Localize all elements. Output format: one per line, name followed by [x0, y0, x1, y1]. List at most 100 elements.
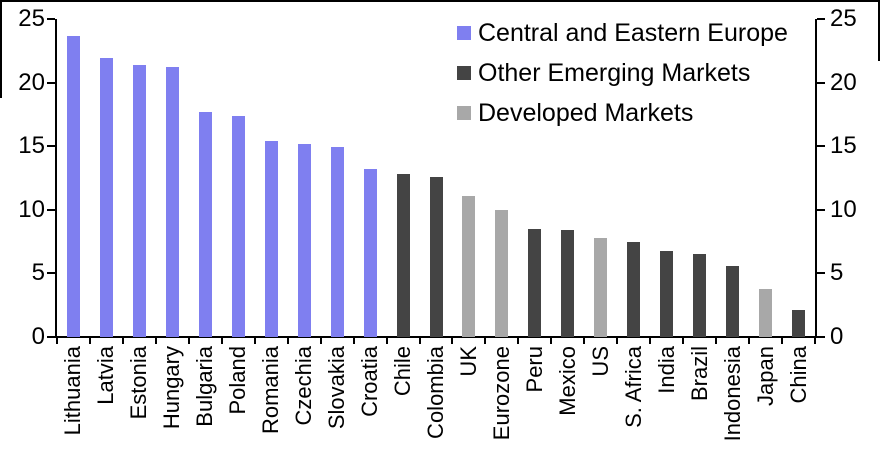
- x-label-latvia: Latvia: [93, 346, 119, 405]
- x-label-mexico: Mexico: [554, 346, 580, 416]
- y-label-right-25: 25: [830, 5, 857, 32]
- x-tick-4: [187, 337, 190, 344]
- legend-swatch-oem-icon: [457, 66, 471, 80]
- x-tick-7: [286, 337, 289, 344]
- x-label-poland: Poland: [225, 346, 251, 415]
- y-label-right-20: 20: [830, 68, 857, 96]
- bar-chile: [396, 174, 410, 337]
- frame-border-top: [0, 0, 880, 2]
- x-tick-6: [253, 337, 256, 344]
- x-label-indonesia: Indonesia: [719, 346, 745, 442]
- bar-eurozone: [495, 209, 509, 337]
- bar-s-africa: [627, 241, 641, 337]
- bar-slovakia: [330, 147, 344, 337]
- bar-estonia: [132, 64, 146, 337]
- legend-swatch-dm-icon: [457, 106, 471, 120]
- y-tick-right-10: [817, 208, 825, 211]
- bar-bulgaria: [198, 111, 212, 337]
- x-label-slovakia: Slovakia: [324, 346, 350, 430]
- bar-india: [660, 250, 674, 337]
- bar-czechia: [297, 143, 311, 337]
- x-label-estonia: Estonia: [126, 346, 152, 420]
- x-label-uk: UK: [455, 346, 481, 377]
- x-label-croatia: Croatia: [357, 346, 383, 417]
- y-label-left-0: 0: [31, 323, 45, 350]
- x-tick-13: [484, 337, 487, 344]
- y-tick-left-20: [47, 81, 55, 84]
- y-label-left-20: 20: [18, 68, 45, 96]
- x-label-s-africa: S. Africa: [620, 346, 646, 428]
- bar-uk: [462, 195, 476, 337]
- y-label-left-15: 15: [18, 132, 45, 160]
- y-tick-left-0: [47, 336, 55, 338]
- bar-latvia: [99, 58, 113, 337]
- x-tick-10: [385, 337, 388, 344]
- x-label-czechia: Czechia: [291, 346, 317, 426]
- x-tick-12: [451, 337, 454, 344]
- bar-colombia: [429, 176, 443, 337]
- y-tick-left-10: [47, 208, 55, 211]
- x-tick-0: [56, 337, 58, 344]
- x-label-chile: Chile: [390, 346, 416, 397]
- x-tick-11: [418, 337, 421, 344]
- y-tick-left-25: [47, 18, 55, 20]
- x-tick-14: [517, 337, 520, 344]
- y-axis-left: [55, 19, 57, 337]
- y-tick-left-15: [47, 145, 55, 148]
- x-label-china: China: [785, 346, 811, 404]
- x-tick-8: [319, 337, 322, 344]
- x-tick-18: [649, 337, 652, 344]
- x-label-lithuania: Lithuania: [60, 346, 86, 436]
- bar-lithuania: [66, 35, 80, 337]
- y-tick-right-15: [817, 145, 825, 148]
- legend-item-oem: Other Emerging Markets: [457, 59, 788, 87]
- y-tick-right-5: [817, 272, 825, 275]
- y-label-right-10: 10: [830, 195, 857, 223]
- bar-indonesia: [726, 265, 740, 337]
- frame-border-right: [878, 0, 880, 61]
- y-label-left-10: 10: [18, 195, 45, 223]
- bar-china: [792, 310, 806, 337]
- x-label-japan: Japan: [752, 346, 778, 406]
- y-tick-right-25: [817, 18, 825, 20]
- x-tick-20: [715, 337, 718, 344]
- bar-brazil: [693, 254, 707, 337]
- frame-border-left: [0, 0, 2, 98]
- y-label-right-5: 5: [830, 259, 844, 287]
- bar-croatia: [363, 169, 377, 337]
- x-label-brazil: Brazil: [686, 346, 712, 402]
- bar-poland: [231, 115, 245, 337]
- x-label-eurozone: Eurozone: [488, 346, 514, 441]
- y-tick-left-5: [47, 272, 55, 275]
- x-label-us: US: [587, 346, 613, 377]
- legend-item-cee: Central and Eastern Europe: [457, 19, 788, 47]
- y-label-left-5: 5: [31, 259, 45, 287]
- x-tick-19: [682, 337, 685, 344]
- legend-swatch-cee-icon: [457, 26, 471, 40]
- y-tick-right-0: [817, 336, 825, 338]
- x-tick-9: [352, 337, 355, 344]
- x-tick-23: [814, 337, 816, 344]
- y-label-right-0: 0: [830, 323, 844, 350]
- x-label-colombia: Colombia: [423, 346, 448, 439]
- y-axis-right: [815, 19, 817, 337]
- bar-peru: [528, 228, 542, 337]
- x-label-hungary: Hungary: [159, 346, 185, 430]
- legend-label-dm: Developed Markets: [478, 98, 694, 127]
- bar-hungary: [165, 67, 179, 337]
- x-tick-1: [88, 337, 91, 344]
- bar-mexico: [561, 230, 575, 337]
- y-label-right-15: 15: [830, 132, 857, 160]
- x-tick-16: [583, 337, 586, 344]
- x-tick-5: [220, 337, 223, 344]
- legend: Central and Eastern Europe Other Emergin…: [457, 19, 788, 139]
- y-label-left-25: 25: [18, 5, 45, 32]
- legend-label-oem: Other Emerging Markets: [478, 58, 751, 87]
- x-label-india: India: [653, 346, 679, 394]
- x-tick-2: [121, 337, 124, 344]
- x-label-bulgaria: Bulgaria: [192, 346, 218, 427]
- y-tick-right-20: [817, 81, 825, 84]
- legend-item-dm: Developed Markets: [457, 99, 788, 127]
- x-tick-21: [748, 337, 751, 344]
